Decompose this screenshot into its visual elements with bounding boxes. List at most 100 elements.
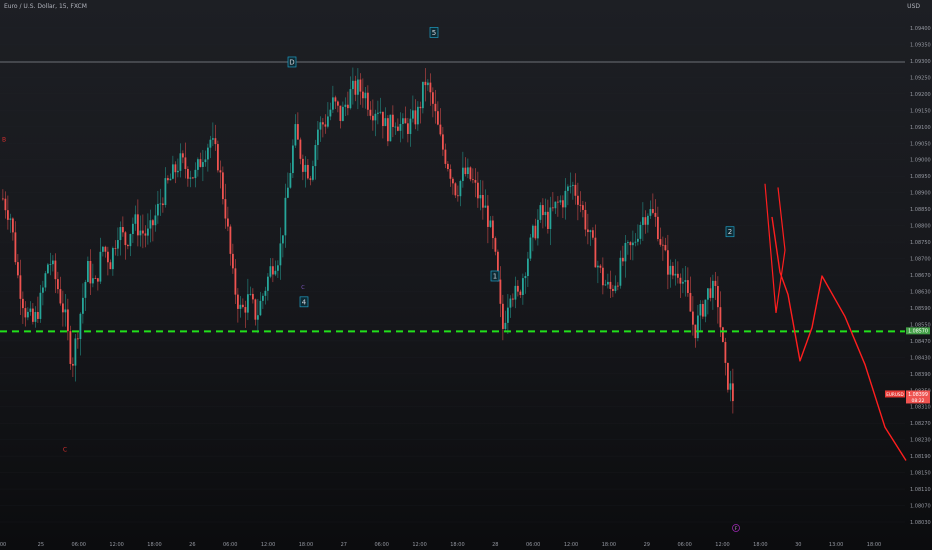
candle-body	[297, 124, 299, 140]
candle-body	[729, 383, 732, 390]
candle-body	[477, 182, 479, 199]
candle-body	[722, 327, 724, 342]
price-tag	[906, 390, 930, 404]
candle-body	[32, 308, 34, 322]
symbol-tag	[885, 390, 905, 398]
candle-body	[727, 362, 729, 390]
candle-body	[232, 253, 234, 269]
candle-body	[692, 311, 694, 325]
candle-body	[14, 232, 17, 263]
candle-body	[147, 228, 149, 236]
candle-body	[269, 266, 272, 277]
price-tick: 1.08110	[910, 487, 931, 493]
candle-body	[637, 238, 639, 242]
candle-body	[192, 177, 194, 179]
candle-body	[262, 295, 264, 301]
candle-body	[504, 322, 507, 329]
candle-body	[357, 79, 359, 95]
candle-body	[472, 179, 474, 181]
candle-body	[134, 214, 137, 224]
candle-body	[677, 273, 679, 278]
price-axis[interactable]: 1.09400 1.09350 1.09300 1.09250 1.09200 1.091…	[885, 26, 931, 526]
candle-body	[167, 178, 169, 181]
price-tick: 1.09350	[910, 42, 931, 48]
candle-body	[634, 241, 637, 243]
candle-body	[712, 280, 714, 298]
candle-body	[624, 242, 627, 262]
candle-body	[44, 273, 47, 288]
candle-body	[92, 278, 94, 284]
candle-body	[419, 106, 422, 109]
candle-body	[559, 200, 562, 203]
candle-body	[302, 158, 304, 172]
candle-body	[377, 112, 379, 114]
candle-body	[292, 145, 294, 174]
candle-body	[599, 265, 602, 268]
price-tag-countdown: 08:22	[912, 398, 925, 404]
candle-body	[209, 139, 212, 148]
candle-body	[157, 203, 159, 216]
price-tick: 1.08310	[910, 405, 931, 411]
candle-body	[619, 257, 622, 286]
price-tick: 1.08270	[910, 421, 931, 427]
candle-body	[414, 110, 417, 125]
candle-body	[139, 230, 142, 236]
price-tick: 1.09050	[910, 141, 931, 147]
time-tick: 13:00	[829, 542, 843, 548]
projection-path	[771, 216, 907, 461]
candle-body	[434, 103, 437, 112]
candle-body	[4, 198, 7, 211]
candle-body	[142, 230, 144, 234]
time-tick: 12:00	[564, 542, 578, 548]
price-tick: 1.09000	[910, 158, 931, 164]
wave-label-box	[287, 56, 297, 68]
candle-body	[644, 217, 647, 225]
candle-body	[532, 225, 534, 238]
candle-body	[679, 277, 682, 284]
candle-body	[24, 308, 27, 318]
price-tick: 1.08150	[910, 471, 931, 477]
candle-body	[289, 173, 292, 188]
candle-body	[347, 104, 349, 109]
candle-body	[327, 116, 329, 127]
candle-body	[114, 248, 117, 249]
candle-body	[697, 315, 699, 339]
candle-body	[617, 285, 619, 287]
candle-body	[702, 304, 704, 317]
candle-body	[54, 260, 57, 280]
candle-body	[704, 299, 707, 317]
candle-body	[479, 195, 482, 199]
candle-body	[397, 126, 399, 131]
price-tick: 1.09300	[910, 59, 931, 65]
candle-body	[169, 178, 172, 181]
candle-body	[187, 168, 189, 179]
event-marker	[732, 524, 740, 532]
price-tick: 1.08070	[910, 504, 931, 510]
candle-body	[227, 218, 229, 227]
candle-body	[129, 234, 132, 247]
price-tick: 1.08430	[910, 355, 931, 361]
candle-body	[369, 109, 372, 116]
candle-body	[577, 195, 579, 205]
candle-body	[207, 147, 209, 160]
candle-body	[162, 203, 164, 205]
candle-body	[52, 260, 54, 265]
candle-body	[69, 331, 72, 364]
event-marker-label: F	[735, 526, 738, 532]
candle-body	[244, 307, 247, 313]
price-tag-value: 1.08399	[908, 392, 928, 398]
candle-body	[364, 92, 367, 99]
time-tick: 29	[644, 542, 650, 548]
candle-body	[27, 311, 29, 318]
time-axis[interactable]: 00 25 06:00 12:00 18:00 26 06:00 12:00 18:00 27 06…	[0, 542, 881, 548]
candle-body	[607, 281, 609, 285]
small-label: C	[301, 285, 305, 291]
candle-body	[7, 210, 9, 220]
candle-body	[407, 123, 409, 134]
candle-body	[354, 80, 357, 95]
candle-body	[117, 240, 119, 249]
candle-body	[612, 288, 614, 291]
candle-body	[9, 218, 12, 220]
candle-body	[82, 297, 84, 314]
